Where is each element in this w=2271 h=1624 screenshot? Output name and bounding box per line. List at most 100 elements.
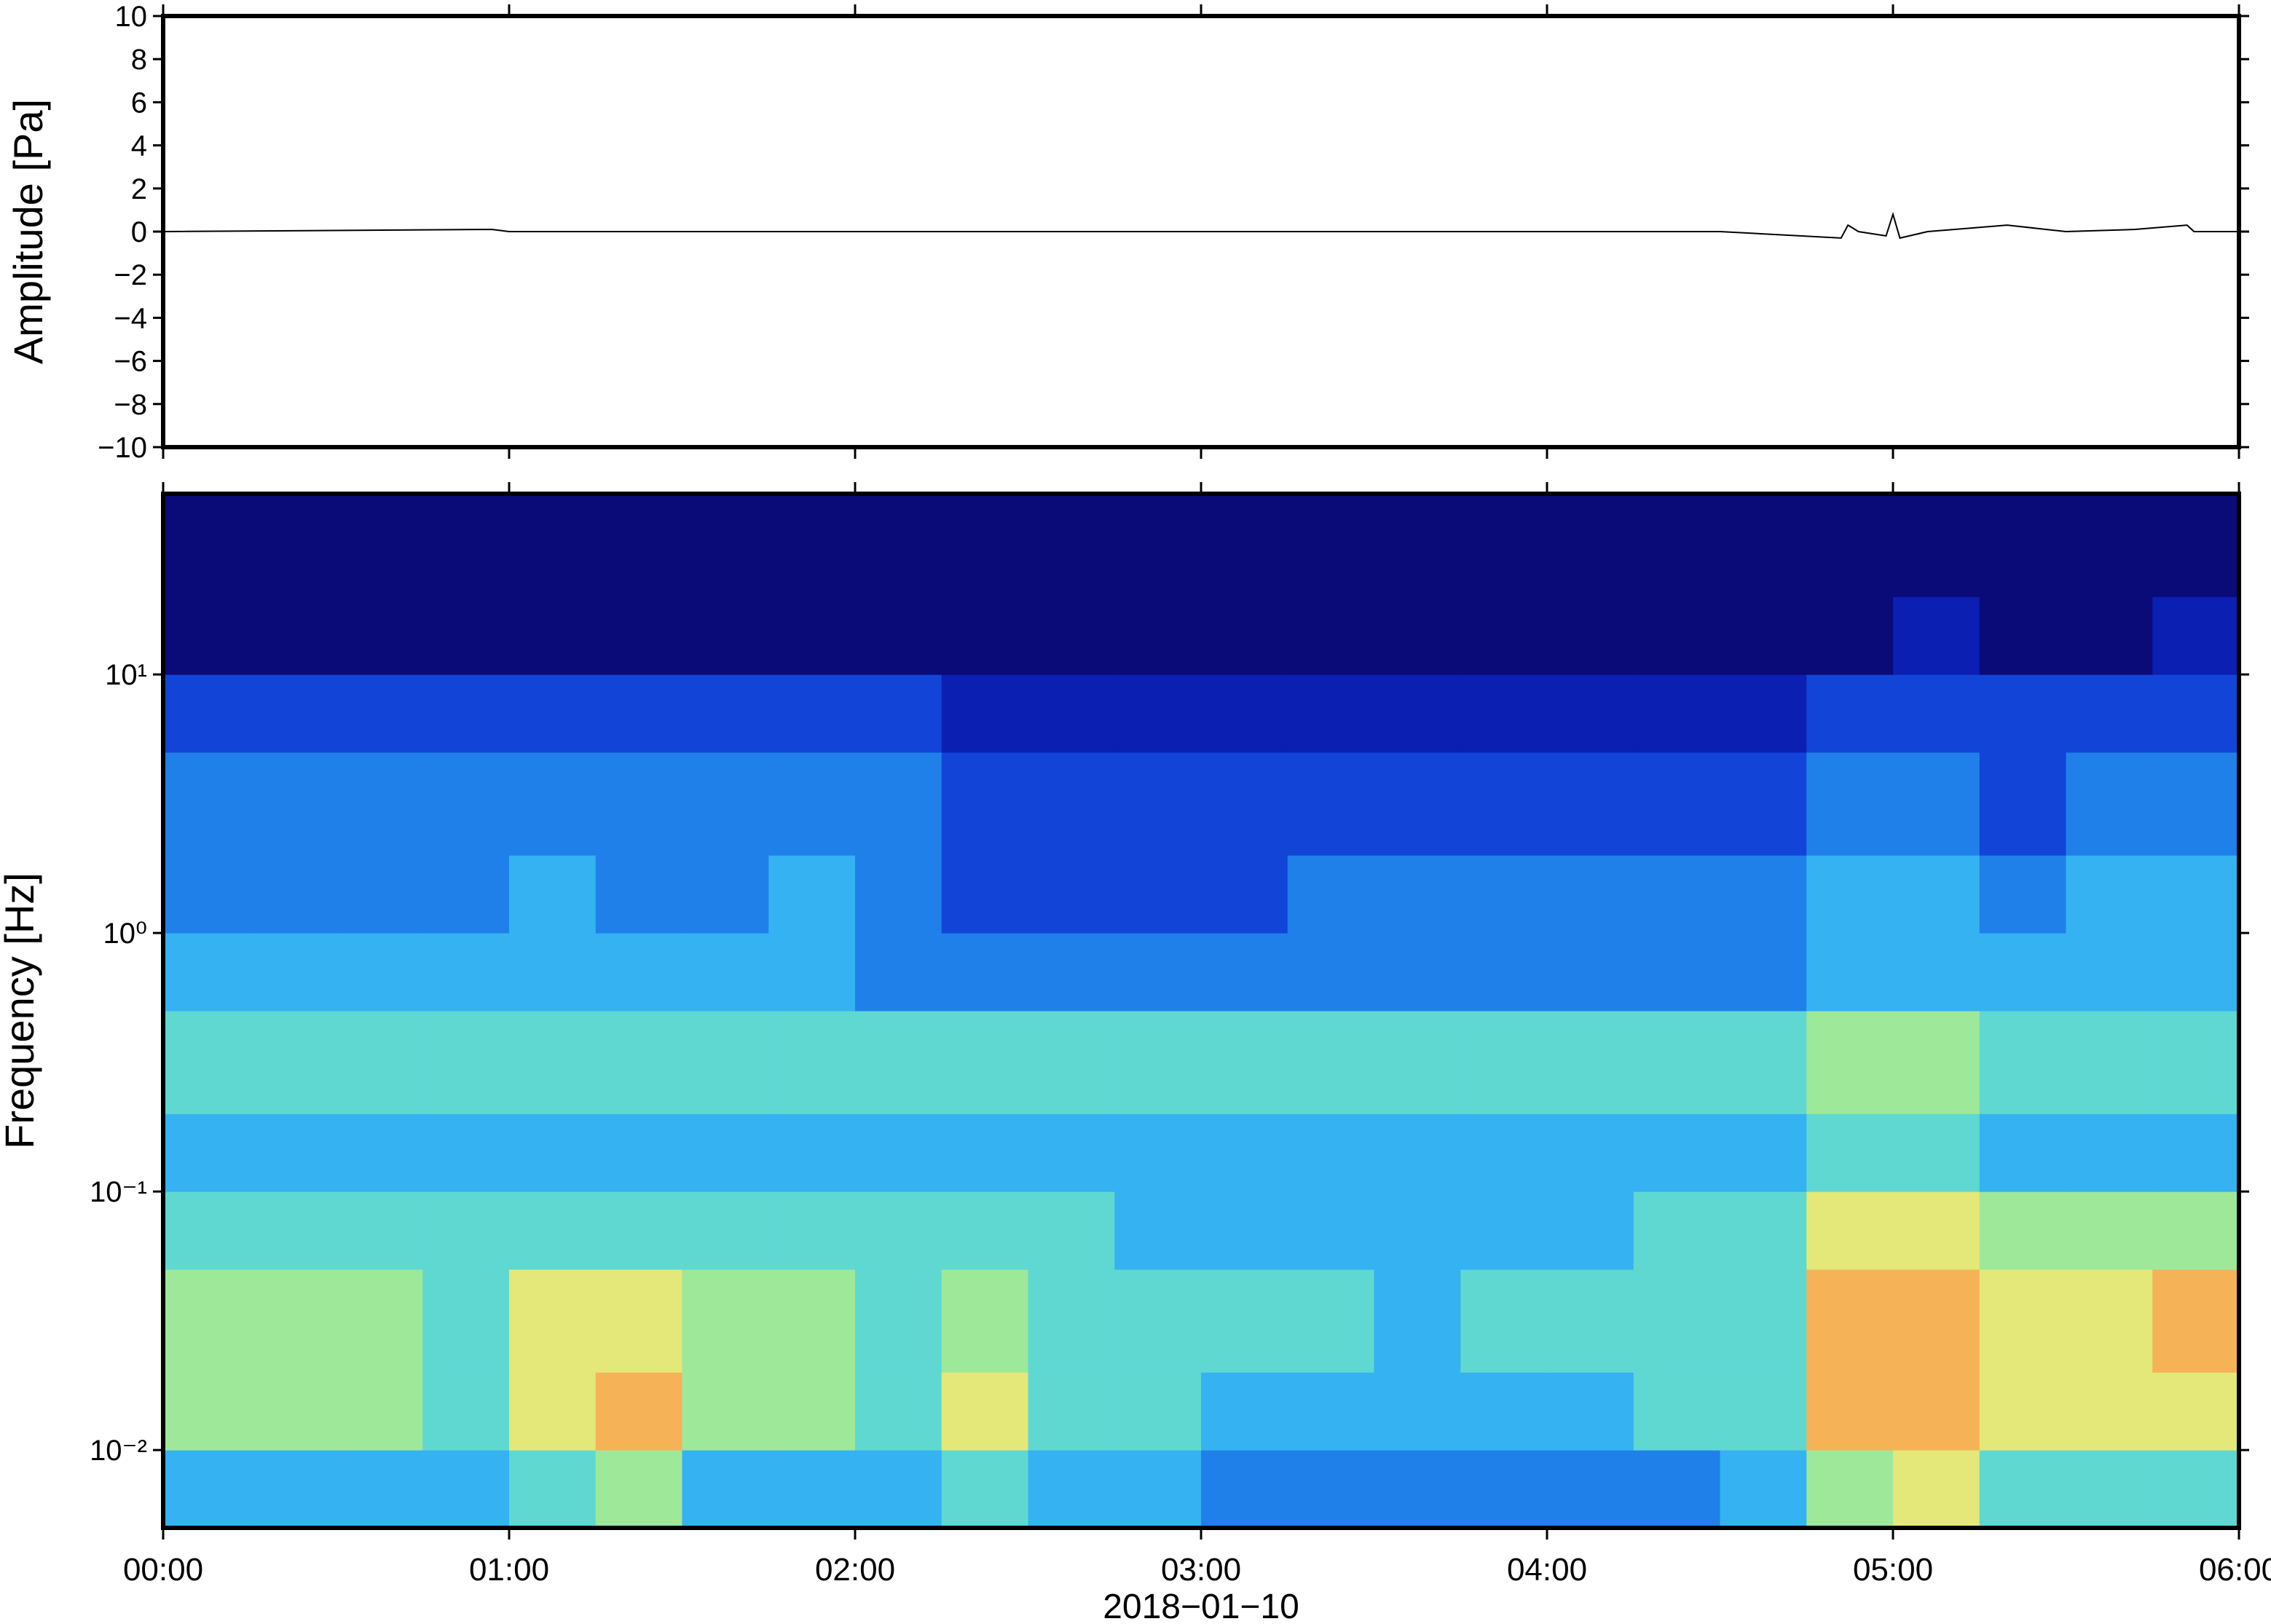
spectrogram-cell bbox=[1979, 933, 2066, 1012]
spectrogram-cell bbox=[336, 674, 423, 753]
spectrogram-cell bbox=[1893, 494, 1980, 597]
spectrogram-cell bbox=[1028, 596, 1115, 675]
spectrogram-cell bbox=[682, 494, 769, 597]
spectrogram-cell bbox=[1028, 1269, 1115, 1373]
spectrogram-cell bbox=[768, 596, 856, 675]
spectrogram-cell bbox=[1460, 1113, 1548, 1192]
spectrogram-cell bbox=[595, 1372, 682, 1451]
spectrogram-cell bbox=[1893, 855, 1980, 934]
spectrogram-cell bbox=[768, 1269, 856, 1373]
spectrogram-cell bbox=[163, 1191, 251, 1270]
y-axis-label: Amplitude [Pa] bbox=[5, 99, 51, 364]
spectrogram-cell bbox=[595, 1269, 682, 1373]
spectrogram-cell bbox=[1460, 1372, 1548, 1451]
x-tick-label: 00:00 bbox=[123, 1552, 203, 1588]
spectrogram-cell bbox=[1547, 752, 1634, 856]
x-tick-label: 06:00 bbox=[2199, 1552, 2271, 1588]
spectrogram-cell bbox=[855, 1011, 942, 1114]
spectrogram-cell bbox=[1114, 1372, 1202, 1451]
spectrogram-cell bbox=[1720, 855, 1807, 934]
spectrogram-cell bbox=[2152, 674, 2240, 753]
spectrogram-cell bbox=[941, 1269, 1028, 1373]
spectrogram-cell bbox=[1460, 1450, 1548, 1529]
y-tick-label: 6 bbox=[131, 87, 147, 119]
x-tick-label: 01:00 bbox=[469, 1552, 549, 1588]
spectrogram-cell bbox=[1114, 752, 1202, 856]
spectrogram-cell bbox=[941, 596, 1028, 675]
spectrogram-cell bbox=[422, 1450, 510, 1529]
spectrogram-cell bbox=[595, 752, 682, 856]
spectrogram-cell bbox=[2152, 933, 2240, 1012]
spectrogram-cell bbox=[336, 494, 423, 597]
spectrogram-cell bbox=[2066, 1113, 2153, 1192]
spectrogram-cell bbox=[1806, 933, 1894, 1012]
spectrogram-cell bbox=[1114, 1450, 1202, 1529]
spectrogram-cell bbox=[1114, 1113, 1202, 1192]
spectrogram-cell bbox=[422, 674, 510, 753]
spectrogram-cell bbox=[1547, 674, 1634, 753]
spectrogram-cell bbox=[1374, 752, 1461, 856]
spectrogram-cell bbox=[2066, 1450, 2153, 1529]
x-tick-label: 04:00 bbox=[1507, 1552, 1587, 1588]
spectrogram-cell bbox=[1806, 1113, 1894, 1192]
spectrogram-cell bbox=[1893, 1113, 1980, 1192]
spectrogram-cell bbox=[509, 752, 597, 856]
spectrogram-cell bbox=[1201, 494, 1288, 597]
spectrogram-cell bbox=[1806, 855, 1894, 934]
spectrogram-cell bbox=[1893, 596, 1980, 675]
spectrogram-cell bbox=[509, 1269, 597, 1373]
spectrogram-cell bbox=[682, 933, 769, 1012]
spectrogram-cell bbox=[768, 752, 856, 856]
spectrogram-cell bbox=[509, 1372, 597, 1451]
spectrogram-cell bbox=[941, 674, 1028, 753]
spectrogram-cell bbox=[1806, 1372, 1894, 1451]
spectrogram-cell bbox=[1114, 1191, 1202, 1270]
spectrogram-cell bbox=[1720, 494, 1807, 597]
spectrogram-cell bbox=[1114, 1269, 1202, 1373]
spectrogram-cell bbox=[1633, 674, 1720, 753]
spectrogram-cell bbox=[2066, 1191, 2153, 1270]
spectrogram-cell bbox=[163, 1011, 251, 1114]
spectrogram-cell bbox=[595, 674, 682, 753]
spectrogram-cell bbox=[1720, 596, 1807, 675]
spectrogram-cell bbox=[336, 855, 423, 934]
spectrogram-cell bbox=[2152, 1450, 2240, 1529]
spectrogram-cell bbox=[422, 1191, 510, 1270]
spectrogram-cell bbox=[1028, 1191, 1115, 1270]
spectrogram-cell bbox=[682, 752, 769, 856]
spectrogram-cell bbox=[1460, 674, 1548, 753]
spectrogram-cell bbox=[595, 1191, 682, 1270]
spectrogram-cell bbox=[855, 933, 942, 1012]
spectrogram-cell bbox=[163, 1372, 251, 1451]
spectrogram-cell bbox=[1374, 494, 1461, 597]
spectrogram-cell bbox=[1979, 752, 2066, 856]
spectrogram-cell bbox=[1460, 494, 1548, 597]
spectrogram-cell bbox=[1201, 1269, 1288, 1373]
spectrogram-cell bbox=[1547, 1450, 1634, 1529]
spectrogram-cell bbox=[941, 752, 1028, 856]
spectrogram-cell bbox=[336, 596, 423, 675]
spectrogram-cell bbox=[1374, 1269, 1461, 1373]
spectrogram-cell bbox=[336, 1113, 423, 1192]
spectrogram-cell bbox=[1547, 1372, 1634, 1451]
spectrogram-cell bbox=[249, 1269, 336, 1373]
spectrogram-cell bbox=[336, 1372, 423, 1451]
y-tick-label: −6 bbox=[114, 346, 147, 378]
spectrogram-cell bbox=[1806, 1269, 1894, 1373]
spectrogram-cell bbox=[1806, 596, 1894, 675]
spectrogram-cell bbox=[855, 1191, 942, 1270]
spectrogram-cell bbox=[249, 855, 336, 934]
spectrogram-cell bbox=[2066, 596, 2153, 675]
spectrogram-cell bbox=[1547, 1113, 1634, 1192]
spectrogram-cell bbox=[855, 1450, 942, 1529]
spectrogram-cell bbox=[2152, 1191, 2240, 1270]
spectrogram-cell bbox=[1547, 596, 1634, 675]
spectrogram-cell bbox=[1028, 1372, 1115, 1451]
spectrogram-cell bbox=[336, 1269, 423, 1373]
spectrogram-cell bbox=[1201, 855, 1288, 934]
spectrogram-cell bbox=[682, 1191, 769, 1270]
spectrogram-cell bbox=[509, 1191, 597, 1270]
spectrogram-cell bbox=[1374, 933, 1461, 1012]
spectrogram-cell bbox=[682, 1113, 769, 1192]
spectrogram-cell bbox=[1633, 1450, 1720, 1529]
